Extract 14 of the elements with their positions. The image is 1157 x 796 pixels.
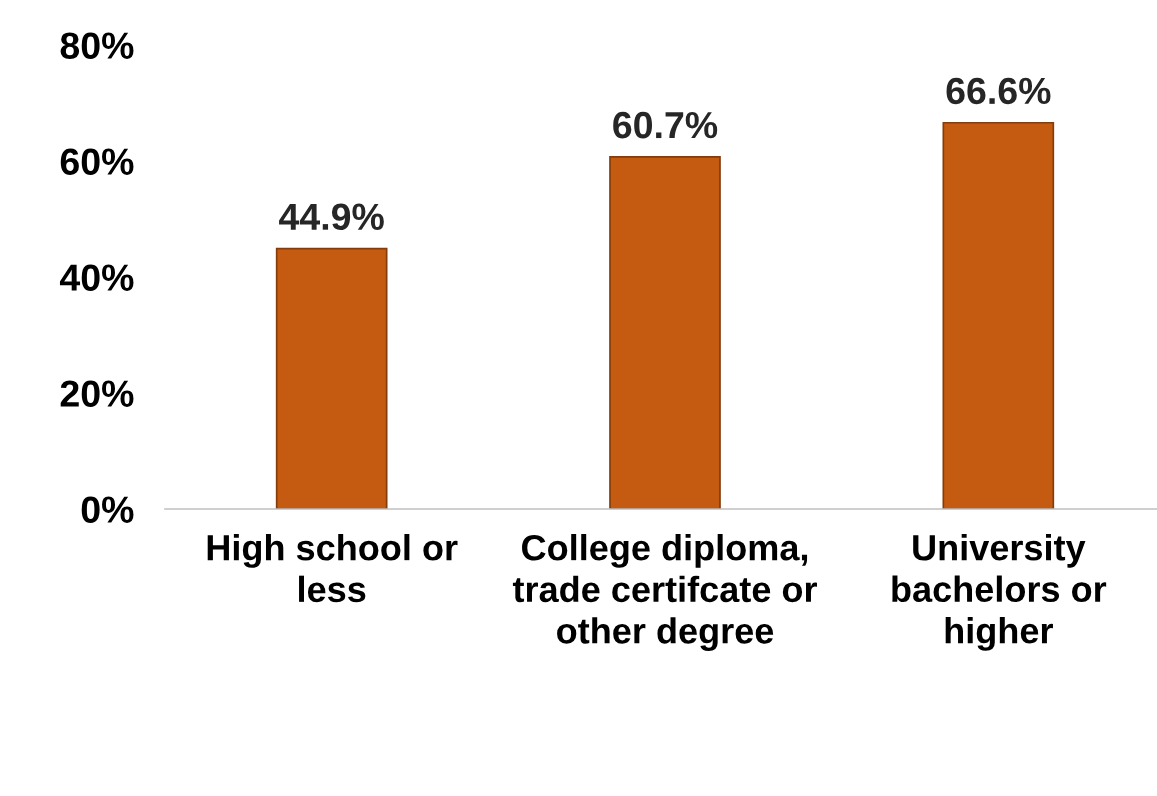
x-tick-label: University bachelors or higher xyxy=(892,534,1107,651)
x-tick-label: College diploma, trade certifcate or other degree xyxy=(512,534,817,651)
y-tick-label: 60% xyxy=(60,148,134,175)
bar xyxy=(275,247,388,509)
y-tick-label: 40% xyxy=(59,264,134,291)
x-tick-label: High school or less xyxy=(207,534,458,603)
bar xyxy=(942,121,1055,509)
y-tick-label: 80% xyxy=(60,32,134,59)
bar xyxy=(609,156,721,509)
y-tick-label: 0% xyxy=(81,496,134,523)
data-label: 44.9% xyxy=(279,203,384,231)
data-label: 66.6% xyxy=(946,77,1051,105)
y-tick-label: 20% xyxy=(60,380,134,407)
data-label: 60.7% xyxy=(613,111,718,139)
